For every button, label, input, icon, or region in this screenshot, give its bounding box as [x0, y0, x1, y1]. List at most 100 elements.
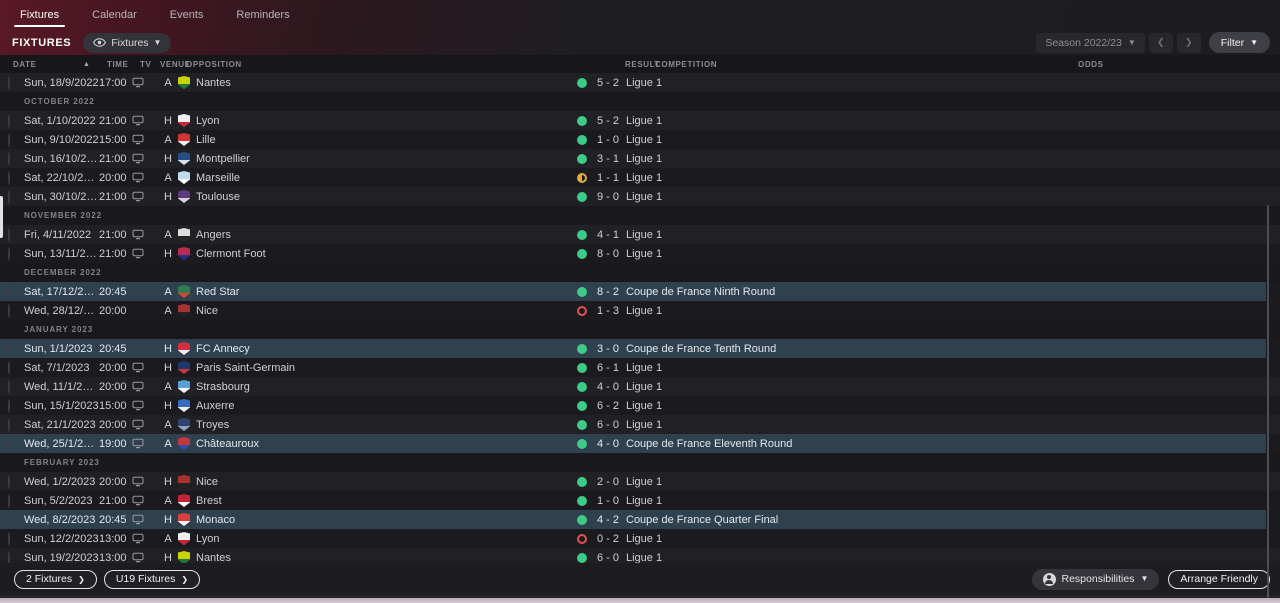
- tab-calendar[interactable]: Calendar: [92, 9, 137, 21]
- fixture-time: 20:00: [99, 418, 127, 431]
- competition-name: Ligue 1: [626, 418, 663, 431]
- opposition-name: Marseille: [196, 171, 241, 184]
- responsibilities-dropdown[interactable]: Responsibilities ▼: [1031, 568, 1160, 590]
- row-select-cell[interactable]: [8, 417, 24, 432]
- row-select-cell[interactable]: [8, 113, 24, 128]
- row-select-cell[interactable]: [8, 341, 24, 356]
- row-select-cell[interactable]: [8, 436, 24, 451]
- result-status-cell: [573, 77, 590, 88]
- table-row[interactable]: Sun, 19/2/2023 13:00 H Nantes 6 - 0 Ligue 1: [0, 548, 1280, 567]
- win-indicator-icon: [576, 229, 587, 240]
- row-select-cell[interactable]: [8, 379, 24, 394]
- table-row[interactable]: Sat, 7/1/2023 20:00 H Paris Saint-Germain 6 …: [0, 358, 1280, 377]
- row-select-cell[interactable]: [8, 512, 24, 527]
- fixture-date: Sun, 16/10/2022: [24, 152, 99, 165]
- result-score: 3 - 1: [596, 152, 619, 165]
- row-select-cell[interactable]: [8, 303, 24, 318]
- tv-cell: [132, 115, 158, 126]
- venue-indicator: A: [164, 76, 172, 89]
- row-select-cell[interactable]: [8, 227, 24, 242]
- row-select-cell[interactable]: [8, 189, 24, 204]
- row-select-cell[interactable]: [8, 151, 24, 166]
- u19-fixtures-button[interactable]: U19 Fixtures ❯: [103, 569, 201, 589]
- fixture-time: 13:00: [99, 532, 127, 545]
- table-row[interactable]: Wed, 25/1/2023 19:00 A Châteauroux 4 - 0 Coup…: [0, 434, 1266, 453]
- season-selector[interactable]: Season 2022/23 ▼: [1036, 32, 1145, 53]
- previous-season-button[interactable]: ❮: [1148, 32, 1173, 53]
- table-row[interactable]: Sat, 17/12/2022 20:45 A Red Star 8 - 2 Coupe …: [0, 282, 1266, 301]
- row-select-cell[interactable]: [8, 132, 24, 147]
- arrange-friendly-button[interactable]: Arrange Friendly: [1168, 569, 1270, 589]
- row-select-cell[interactable]: [8, 398, 24, 413]
- result-status-cell: [573, 229, 590, 240]
- row-select-cell[interactable]: [8, 170, 24, 185]
- table-row[interactable]: Wed, 8/2/2023 20:45 H Monaco 4 - 2 Coupe de F…: [0, 510, 1266, 529]
- column-opposition[interactable]: OPPOSITION: [186, 60, 242, 69]
- result-score: 1 - 0: [596, 494, 619, 507]
- fixture-time: 13:00: [99, 551, 127, 564]
- badge-cell: [178, 114, 196, 127]
- table-row[interactable]: Sun, 13/11/2022 21:00 H Clermont Foot 8 - 0 L…: [0, 244, 1280, 263]
- win-indicator-icon: [576, 514, 587, 525]
- column-result[interactable]: RESULT: [625, 60, 661, 69]
- table-row[interactable]: Sun, 30/10/2022 21:00 H Toulouse 9 - 0 Ligue …: [0, 187, 1280, 206]
- vertical-scrollbar[interactable]: [1267, 205, 1269, 598]
- row-select-cell[interactable]: [8, 474, 24, 489]
- table-row[interactable]: Sun, 5/2/2023 21:00 A Brest 1 - 0 Ligue 1: [0, 491, 1280, 510]
- column-competition[interactable]: COMPETITION: [655, 60, 718, 69]
- table-row[interactable]: Sat, 22/10/2022 20:00 A Marseille 1 - 1 Ligue…: [0, 168, 1280, 187]
- column-time[interactable]: TIME: [107, 60, 129, 69]
- venue-indicator: H: [164, 551, 172, 564]
- row-select-cell[interactable]: [8, 246, 24, 261]
- column-venue[interactable]: VENUE: [160, 60, 191, 69]
- table-row[interactable]: Sun, 18/9/2022 17:00 A Nantes 5 - 2 Ligue 1: [0, 73, 1280, 92]
- table-row[interactable]: Sun, 1/1/2023 20:45 H FC Annecy 3 - 0 Coupe d…: [0, 339, 1266, 358]
- table-row[interactable]: Sun, 9/10/2022 15:00 A Lille 1 - 0 Ligue 1: [0, 130, 1280, 149]
- team-crest-icon: [178, 190, 190, 203]
- fixture-time: 20:00: [99, 475, 127, 488]
- team-crest-secondary: [178, 444, 190, 450]
- table-row[interactable]: Sun, 15/1/2023 15:00 H Auxerre 6 - 2 Ligue 1: [0, 396, 1280, 415]
- table-row[interactable]: Wed, 28/12/20... 20:00 A Nice 1 - 3 Ligue 1: [0, 301, 1280, 320]
- table-row[interactable]: Sun, 12/2/2023 13:00 A Lyon 0 - 2 Ligue 1: [0, 529, 1280, 548]
- fixture-date: Sat, 1/10/2022: [24, 114, 96, 127]
- competition-name: Coupe de France Ninth Round: [626, 285, 776, 298]
- fixture-date: Sun, 15/1/2023: [24, 399, 99, 412]
- column-odds[interactable]: ODDS: [1078, 60, 1104, 69]
- desktop-strip: [0, 598, 1280, 603]
- fixtures-list: Sun, 18/9/2022 17:00 A Nantes 5 - 2 Ligue 1 OC…: [0, 73, 1280, 567]
- table-row[interactable]: Fri, 4/11/2022 21:00 A Angers 4 - 1 Ligue 1: [0, 225, 1280, 244]
- opposition-name: FC Annecy: [196, 342, 250, 355]
- sort-ascending-icon[interactable]: ▲: [83, 61, 91, 68]
- table-row[interactable]: Sun, 16/10/2022 21:00 H Montpellier 3 - 1 Lig…: [0, 149, 1280, 168]
- row-select-cell[interactable]: [8, 75, 24, 90]
- row-select-cell[interactable]: [8, 493, 24, 508]
- tab-fixtures[interactable]: Fixtures: [13, 0, 66, 30]
- table-row[interactable]: Sat, 21/1/2023 20:00 A Troyes 6 - 0 Ligue 1: [0, 415, 1280, 434]
- fixtures-count-button[interactable]: 2 Fixtures ❯: [14, 569, 97, 589]
- table-row[interactable]: Sat, 1/10/2022 21:00 H Lyon 5 - 2 Ligue 1: [0, 111, 1280, 130]
- table-row[interactable]: Wed, 11/1/2023 20:00 A Strasbourg 4 - 0 Ligue…: [0, 377, 1280, 396]
- tab-reminders[interactable]: Reminders: [236, 9, 290, 21]
- row-select-cell[interactable]: [8, 531, 24, 546]
- badge-cell: [178, 342, 196, 355]
- filter-dropdown[interactable]: Filter ▼: [1208, 32, 1270, 53]
- badge-cell: [178, 76, 196, 89]
- tv-broadcast-icon: [132, 134, 144, 145]
- top-zone: Fixtures Calendar Events Reminders FIXTU…: [0, 0, 1280, 55]
- competition-name: Ligue 1: [626, 494, 663, 507]
- venue-indicator: H: [164, 190, 172, 203]
- fixture-time: 21:00: [99, 114, 127, 127]
- row-select-cell[interactable]: [8, 284, 24, 299]
- row-select-cell[interactable]: [8, 550, 24, 565]
- badge-cell: [178, 494, 196, 507]
- row-select-cell[interactable]: [8, 360, 24, 375]
- fixture-date: Sun, 19/2/2023: [24, 551, 99, 564]
- tab-events[interactable]: Events: [169, 9, 204, 21]
- view-selector-dropdown[interactable]: Fixtures ▼: [83, 32, 172, 53]
- fixture-date: Wed, 8/2/2023: [24, 513, 96, 526]
- next-season-button[interactable]: ❯: [1176, 32, 1201, 53]
- column-tv[interactable]: TV: [140, 60, 152, 69]
- table-row[interactable]: Wed, 1/2/2023 20:00 H Nice 2 - 0 Ligue 1: [0, 472, 1280, 491]
- column-date[interactable]: DATE: [13, 60, 37, 69]
